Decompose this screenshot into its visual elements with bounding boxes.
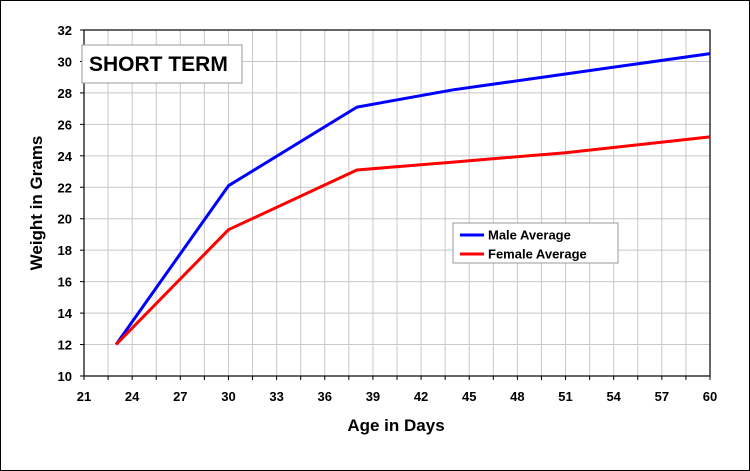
x-tick-label: 21 <box>77 389 91 404</box>
series-line-male-average <box>114 52 711 346</box>
x-tick-label: 60 <box>703 389 717 404</box>
chart-title-box: SHORT TERM <box>81 44 243 84</box>
x-axis-ticks: 21 24 27 30 33 36 39 42 45 48 51 54 57 60 <box>77 376 717 404</box>
x-tick-label: 30 <box>221 389 235 404</box>
x-tick-label: 36 <box>318 389 332 404</box>
series-line-female-average <box>115 135 711 346</box>
chart-title: SHORT TERM <box>89 53 228 76</box>
y-tick-label: 30 <box>58 54 72 69</box>
x-tick-label: 39 <box>366 389 380 404</box>
x-axis-title: Age in Days <box>347 416 444 435</box>
y-tick-label: 14 <box>58 306 73 321</box>
y-tick-label: 24 <box>58 149 73 164</box>
series <box>114 52 711 346</box>
legend: Male Average Female Average <box>452 222 619 264</box>
grid <box>84 30 710 376</box>
x-tick-label: 24 <box>125 389 140 404</box>
x-tick-label: 48 <box>510 389 524 404</box>
title-frame <box>81 44 243 84</box>
y-axis-title: Weight in Grams <box>27 136 46 271</box>
x-tick-label: 45 <box>462 389 476 404</box>
y-axis-ticks: 10 12 14 16 18 20 22 24 26 28 30 32 <box>58 23 84 384</box>
legend-label-male-average: Male Average <box>488 228 571 243</box>
y-tick-label: 18 <box>58 243 72 258</box>
x-tick-label: 33 <box>269 389 283 404</box>
y-tick-label: 12 <box>58 338 72 353</box>
y-tick-label: 20 <box>58 212 72 227</box>
y-tick-label: 10 <box>58 369 72 384</box>
x-tick-label: 42 <box>414 389 428 404</box>
x-tick-label: 54 <box>606 389 621 404</box>
legend-frame <box>452 222 619 264</box>
y-tick-label: 26 <box>58 117 72 132</box>
x-tick-label: 57 <box>655 389 669 404</box>
y-tick-label: 16 <box>58 275 72 290</box>
y-tick-label: 22 <box>58 180 72 195</box>
y-tick-label: 28 <box>58 86 72 101</box>
x-tick-label: 51 <box>558 389 572 404</box>
y-tick-label: 32 <box>58 23 72 38</box>
legend-label-female-average: Female Average <box>488 247 587 262</box>
x-tick-label: 27 <box>173 389 187 404</box>
